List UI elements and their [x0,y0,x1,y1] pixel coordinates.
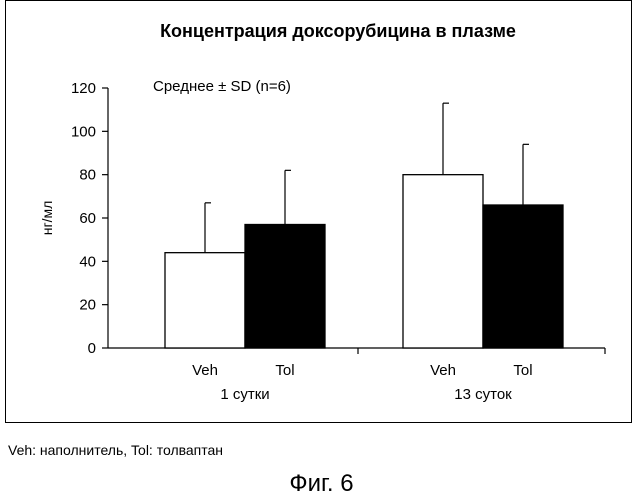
y-tick-label: 100 [71,123,96,140]
chart-annotation: Среднее ± SD (n=6) [153,78,291,95]
x-series-label: Veh [430,362,456,379]
y-axis-label: нг/мл [39,201,55,236]
bar-chart: Концентрация доксорубицина в плазме Средн… [0,0,643,430]
y-tick-label: 80 [79,167,96,184]
figure-label: Фиг. 6 [0,470,643,498]
bar-veh [165,253,245,348]
bar-tol [245,225,325,349]
x-series-label: Veh [192,362,218,379]
x-series-label: Tol [513,362,532,379]
bar-veh [403,175,483,348]
y-tick-label: 120 [71,80,96,97]
x-group-label: 13 суток [454,386,512,403]
y-tick-label: 40 [79,253,96,270]
y-tick-label: 0 [88,340,96,357]
y-tick-label: 20 [79,297,96,314]
chart-title: Концентрация доксорубицина в плазме [160,21,516,41]
figure-footnote: Veh: наполнитель, Tol: толваптан [8,442,223,458]
x-series-label: Tol [275,362,294,379]
x-group-label: 1 сутки [220,386,269,403]
y-tick-label: 60 [79,210,96,227]
bar-tol [483,205,563,348]
